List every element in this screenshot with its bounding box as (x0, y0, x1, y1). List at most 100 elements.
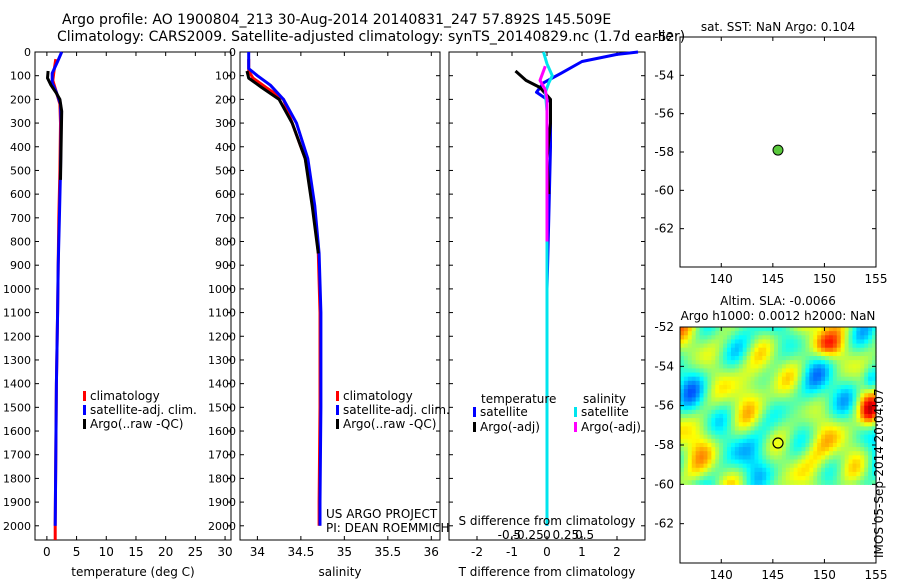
heatmap-cell (856, 471, 861, 477)
heatmap-cell (680, 405, 685, 411)
heatmap-cell (813, 459, 818, 465)
heatmap-cell (840, 459, 846, 465)
heatmap-cell (781, 372, 787, 378)
heatmap-cell (872, 463, 877, 469)
heatmap-cell (860, 327, 865, 332)
heatmap-cell (844, 426, 850, 432)
heatmap-cell (707, 389, 712, 394)
heatmap-cell (707, 380, 712, 386)
heatmap-cell (742, 380, 748, 386)
heatmap-cell (730, 409, 736, 415)
heatmap-cell (738, 380, 744, 386)
heatmap-cell (832, 360, 838, 365)
heatmap-cell (813, 463, 818, 469)
heatmap-cell (868, 327, 873, 332)
heatmap-cell (856, 442, 861, 448)
heatmap-cell (691, 447, 697, 452)
heatmap-cell (723, 442, 728, 448)
heatmap-cell (723, 476, 728, 481)
heatmap-cell (836, 389, 842, 394)
heatmap-cell (836, 339, 842, 345)
heatmap-cell (695, 476, 701, 481)
heatmap-cell (821, 442, 826, 448)
heatmap-cell (766, 422, 771, 427)
heatmap-cell (711, 476, 716, 481)
heatmap-cell (774, 463, 779, 469)
heatmap-cell (691, 397, 697, 403)
heatmap-cell (836, 451, 842, 456)
heatmap-cell (754, 355, 759, 361)
heatmap-cell (707, 455, 712, 461)
heatmap-cell (770, 413, 775, 419)
heatmap-cell (766, 355, 771, 361)
heatmap-cell (762, 438, 767, 444)
heatmap-cell (734, 447, 740, 452)
heatmap-cell (817, 430, 822, 436)
heatmap-cell (778, 405, 783, 411)
heatmap-cell (860, 355, 865, 361)
heatmap-cell (707, 335, 712, 341)
heatmap-cell (727, 368, 732, 374)
heatmap-cell (872, 447, 877, 452)
heatmap-cell (805, 480, 810, 485)
heatmap-cell (762, 339, 767, 345)
heatmap-cell (872, 434, 877, 440)
s-tick-label: -0.5 (498, 528, 521, 542)
heatmap-cell (695, 389, 701, 394)
heatmap-cell (758, 380, 763, 386)
heatmap-cell (836, 355, 842, 361)
heatmap-cell (872, 438, 877, 444)
heatmap-cell (828, 447, 834, 452)
heatmap-cell (711, 389, 716, 394)
heatmap-cell (789, 393, 795, 398)
heatmap-cell (825, 405, 830, 411)
heatmap-cell (797, 380, 803, 386)
heatmap-cell (785, 422, 791, 427)
heatmap-cell (840, 413, 846, 419)
heatmap-cell (797, 467, 803, 473)
heatmap-cell (742, 401, 748, 407)
heatmap-cell (758, 438, 763, 444)
heatmap-cell (778, 447, 783, 452)
heatmap-cell (789, 351, 795, 357)
heatmap-cell (860, 393, 865, 398)
heatmap-cell (727, 434, 732, 440)
heatmap-cell (727, 451, 732, 456)
heatmap-cell (703, 372, 709, 378)
heatmap-cell (746, 393, 752, 398)
heatmap-cell (856, 355, 861, 361)
heatmap-cell (778, 368, 783, 374)
heatmap-cell (856, 459, 861, 465)
heatmap-cell (801, 447, 807, 452)
heatmap-cell (801, 442, 807, 448)
heatmap-cell (836, 442, 842, 448)
heatmap-cell (840, 434, 846, 440)
heatmap-cell (836, 405, 842, 411)
heatmap-cell (840, 331, 846, 336)
heatmap-cell (828, 376, 834, 382)
heatmap-cell (687, 426, 693, 432)
heatmap-cell (758, 376, 763, 382)
heatmap-cell (860, 372, 865, 378)
heatmap-cell (864, 331, 869, 336)
heatmap-cell (825, 360, 830, 365)
heatmap-cell (813, 430, 818, 436)
heatmap-cell (864, 351, 869, 357)
heatmap-cell (856, 389, 861, 394)
heatmap-cell (844, 376, 850, 382)
heatmap-cell (872, 430, 877, 436)
heatmap-cell (821, 476, 826, 481)
heatmap-cell (848, 368, 854, 374)
heatmap-cell (817, 368, 822, 374)
heatmap-cell (687, 463, 693, 469)
heatmap-cell (821, 480, 826, 485)
heatmap-cell (797, 393, 803, 398)
heatmap-cell (680, 355, 685, 361)
heatmap-cell (750, 331, 756, 336)
heatmap-cell (789, 413, 795, 419)
heatmap-cell (762, 459, 767, 465)
heatmap-cell (680, 343, 685, 349)
heatmap-cell (746, 364, 752, 369)
heatmap-cell (691, 401, 697, 407)
heatmap-cell (738, 447, 744, 452)
